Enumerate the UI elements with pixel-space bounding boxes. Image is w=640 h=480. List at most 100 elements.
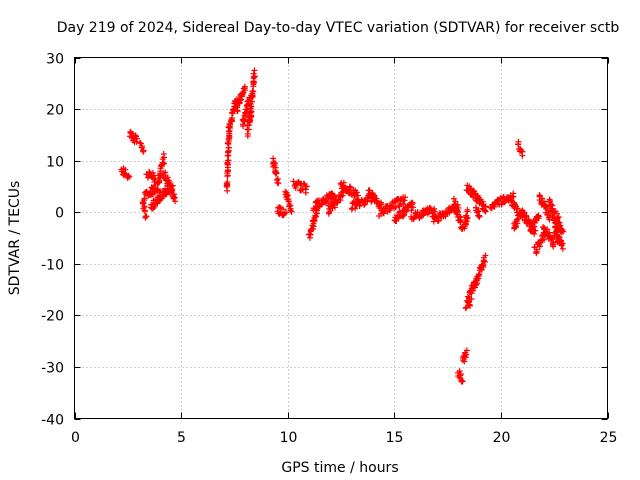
data-point — [541, 198, 548, 205]
data-point — [140, 199, 147, 206]
data-point — [414, 209, 421, 216]
data-point — [531, 223, 538, 230]
y-tick-label: -40 — [41, 413, 64, 429]
data-point — [548, 201, 555, 208]
data-point — [555, 214, 562, 221]
data-point — [542, 203, 549, 210]
data-point — [161, 160, 168, 167]
data-point — [223, 180, 230, 187]
data-point — [285, 196, 292, 203]
data-point — [401, 197, 408, 204]
x-tick-label: 15 — [386, 430, 404, 446]
data-point — [515, 215, 522, 222]
data-point — [469, 287, 476, 294]
data-point — [393, 217, 400, 224]
data-point — [275, 180, 282, 187]
y-tick-label: -20 — [41, 309, 64, 325]
data-point — [225, 148, 232, 155]
data-point — [307, 231, 314, 238]
data-point — [247, 103, 254, 110]
data-point — [251, 73, 258, 80]
data-point — [133, 135, 140, 142]
x-tick-label: 5 — [177, 430, 186, 446]
x-axis-label: GPS time / hours — [281, 460, 398, 476]
data-point — [409, 204, 416, 211]
data-point — [162, 191, 169, 198]
data-point — [392, 204, 399, 211]
data-point — [167, 182, 174, 189]
data-point — [450, 195, 457, 202]
data-point — [302, 189, 309, 196]
data-point — [464, 206, 471, 213]
data-point — [457, 372, 464, 379]
data-point — [138, 142, 145, 149]
data-point — [292, 184, 299, 191]
data-point — [280, 206, 287, 213]
data-point — [464, 299, 471, 306]
data-point — [535, 213, 542, 220]
data-point — [241, 85, 248, 92]
data-point — [560, 228, 567, 235]
data-point — [353, 189, 360, 196]
data-point — [141, 208, 148, 215]
data-point — [281, 210, 288, 217]
data-point — [337, 197, 344, 204]
y-tick-label: -30 — [41, 361, 64, 377]
data-point — [457, 371, 464, 378]
data-point — [474, 207, 481, 214]
data-point — [459, 378, 466, 385]
data-point — [453, 203, 460, 210]
data-point — [284, 192, 291, 199]
data-point — [303, 183, 310, 190]
data-point — [224, 168, 231, 175]
data-point — [479, 198, 486, 205]
y-tick-label: 20 — [46, 103, 64, 119]
x-tick-labels: 0 5 10 15 20 25 — [71, 430, 617, 446]
data-point — [288, 208, 295, 215]
data-point — [464, 214, 471, 221]
data-point — [510, 193, 517, 200]
x-tick-label: 0 — [71, 430, 80, 446]
data-point — [154, 185, 161, 192]
data-point — [434, 218, 441, 225]
data-point — [463, 351, 470, 358]
data-point — [520, 209, 527, 216]
data-point — [544, 226, 551, 233]
data-point — [514, 205, 521, 212]
plot-frame — [74, 57, 608, 419]
data-point — [323, 198, 330, 205]
data-point — [244, 130, 251, 137]
data-point — [519, 148, 526, 155]
data-point — [283, 209, 290, 216]
data-point — [140, 148, 147, 155]
data-point — [250, 70, 257, 77]
data-point — [241, 117, 248, 124]
y-tick-label: 30 — [46, 52, 64, 68]
data-point — [462, 221, 469, 228]
data-point — [152, 176, 159, 183]
data-point — [480, 262, 487, 269]
data-point — [251, 67, 258, 74]
data-point — [276, 204, 283, 211]
data-point — [546, 229, 553, 236]
y-tick-labels: -40 -30 -20 -10 0 10 20 30 — [41, 52, 64, 429]
axis-ticks — [74, 57, 609, 420]
y-axis-label: SDTVAR / TECUs — [7, 181, 23, 296]
data-point — [515, 141, 522, 148]
data-point — [141, 195, 148, 202]
x-tick-label: 20 — [493, 430, 511, 446]
data-point — [514, 220, 521, 227]
data-point — [229, 115, 236, 122]
x-tick-label: 10 — [280, 430, 298, 446]
data-point — [160, 150, 167, 157]
chart-title: Day 219 of 2024, Sidereal Day-to-day VTE… — [57, 20, 620, 36]
data-point — [559, 245, 566, 252]
data-point — [481, 258, 488, 265]
data-point — [547, 198, 554, 205]
y-tick-label: -10 — [41, 258, 64, 274]
data-point — [331, 204, 338, 211]
data-point — [125, 172, 132, 179]
y-tick-label: 10 — [46, 155, 64, 171]
data-point — [402, 194, 409, 201]
